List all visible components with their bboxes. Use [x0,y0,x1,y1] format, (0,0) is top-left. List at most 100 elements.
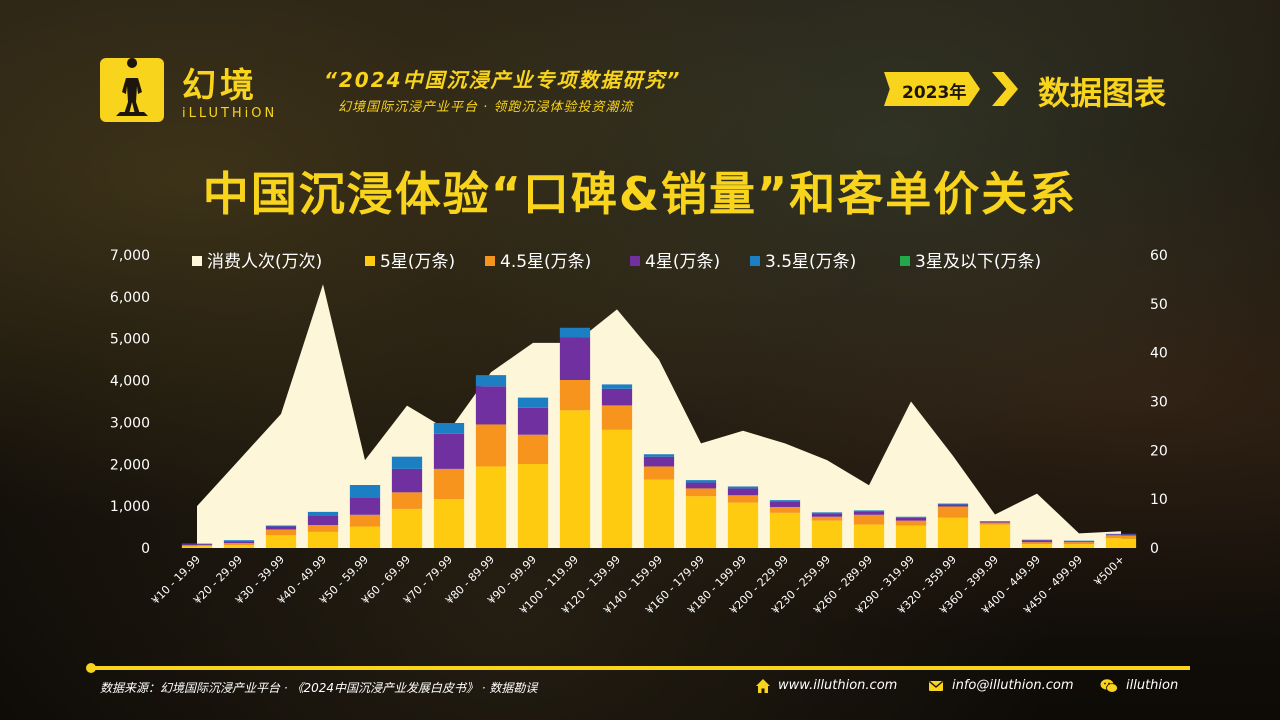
bar-segment-0-16 [853,524,885,548]
bar-segment-0-10 [601,429,633,548]
y-left-tick: 5,000 [110,332,150,348]
bar-segment-2-5 [391,468,423,493]
legend-label: 3星及以下(万条) [915,252,1041,272]
bar-segment-2-2 [265,526,297,530]
y-left-tick: 0 [141,541,150,557]
bar-segment-1-2 [265,529,297,536]
year-label: 2023年 [902,83,967,103]
bar-segment-2-1 [223,541,255,544]
bar-segment-2-6 [433,433,465,469]
footer-website-link[interactable]: www.illuthion.com [778,678,898,693]
footer-wechat: illuthion [1126,678,1179,693]
bar-segment-1-15 [811,516,843,521]
brand-name-en: iLLUTHiON [182,106,278,121]
bar-segment-0-0 [181,546,213,548]
bar-segment-1-7 [475,424,507,467]
bar-segment-1-4 [349,514,381,527]
bar-segment-1-19 [979,522,1011,525]
legend-swatch [365,256,375,266]
bar-segment-1-5 [391,492,423,509]
bar-segment-0-17 [895,525,927,548]
y-right-tick: 20 [1150,443,1168,459]
bar-segment-1-13 [727,495,759,503]
y-left-tick: 4,000 [110,374,150,390]
y-right-tick: 10 [1150,492,1168,508]
report-subtitle: 幻境国际沉浸产业平台 · 领跑沉浸体验投资潮流 [338,100,634,115]
bar-segment-3-11 [643,454,675,457]
y-left-tick: 3,000 [110,415,150,431]
bar-segment-0-22 [1105,538,1137,548]
bar-segment-0-14 [769,512,801,548]
bar-segment-2-14 [769,501,801,507]
bar-segment-2-3 [307,515,339,526]
legend-swatch [750,256,760,266]
y-left-tick: 2,000 [110,457,150,473]
bar-segment-2-22 [1105,534,1137,536]
bar-segment-1-11 [643,466,675,480]
bar-segment-3-3 [307,511,339,516]
area-series-consumers [197,284,1121,548]
bar-segment-1-18 [937,506,969,518]
bar-segment-2-13 [727,488,759,496]
bar-segment-0-11 [643,479,675,548]
chart-title: 中国沉浸体验“口碑&销量”和客单价关系 [202,167,1078,221]
bar-segment-2-20 [1021,540,1053,543]
bar-segment-3-12 [685,480,717,483]
footer-source: 数据来源：幻境国际沉浸产业平台 · 《2024中国沉浸产业发展白皮书》 · 数据… [100,681,538,695]
bar-segment-2-9 [559,337,591,381]
bar-segment-1-1 [223,543,255,546]
mail-icon [928,678,944,694]
bar-segment-0-6 [433,499,465,548]
bar-segment-0-1 [223,545,255,548]
bar-segment-3-5 [391,456,423,469]
footer-divider-dot [86,663,96,673]
y-left-tick: 6,000 [110,290,150,306]
y-left-tick: 7,000 [110,248,150,264]
bar-segment-0-15 [811,520,843,548]
bar-segment-2-8 [517,407,549,435]
logo-badge [100,58,164,122]
legend-label: 消费人次(万次) [207,252,322,272]
bar-segment-0-18 [937,517,969,548]
bar-segment-3-6 [433,422,465,434]
bar-segment-0-20 [1021,544,1053,548]
bar-segment-0-19 [979,524,1011,548]
report-title: “2024中国沉浸产业专项数据研究” [324,68,682,92]
legend-label: 3.5星(万条) [765,252,856,272]
bar-segment-3-10 [601,384,633,389]
y-right-tick: 60 [1150,248,1168,264]
footer-email-link[interactable]: info@illuthion.com [952,678,1074,693]
bar-segment-3-7 [475,375,507,387]
bar-segment-0-7 [475,466,507,548]
legend-swatch [630,256,640,266]
bar-segment-1-21 [1063,542,1095,545]
y-left-tick: 1,000 [110,499,150,515]
bar-segment-3-16 [853,510,885,512]
bar-segment-0-9 [559,410,591,548]
bar-segment-2-0 [181,544,213,546]
year-badge [884,72,980,106]
bar-segment-1-0 [181,545,213,547]
legend-swatch [900,256,910,266]
bar-segment-2-10 [601,388,633,406]
home-icon [755,678,771,694]
bar-segment-2-18 [937,504,969,507]
bar-segment-2-17 [895,517,927,521]
bar-segment-0-13 [727,502,759,548]
bar-segment-0-21 [1063,544,1095,548]
bar-segment-3-1 [223,540,255,542]
bar-segment-1-3 [307,525,339,532]
y-right-tick: 0 [1150,541,1159,557]
x-tick-label: ¥500+ [1092,553,1128,589]
bar-segment-3-8 [517,397,549,408]
bar-segment-2-15 [811,513,843,517]
brand-name-cn: 幻境 [182,66,258,106]
y-right-tick: 50 [1150,297,1168,313]
bar-segment-1-17 [895,520,927,526]
bar-segment-1-20 [1021,542,1053,545]
bar-segment-1-10 [601,405,633,430]
bar-segment-0-12 [685,496,717,548]
bar-segment-3-13 [727,486,759,489]
